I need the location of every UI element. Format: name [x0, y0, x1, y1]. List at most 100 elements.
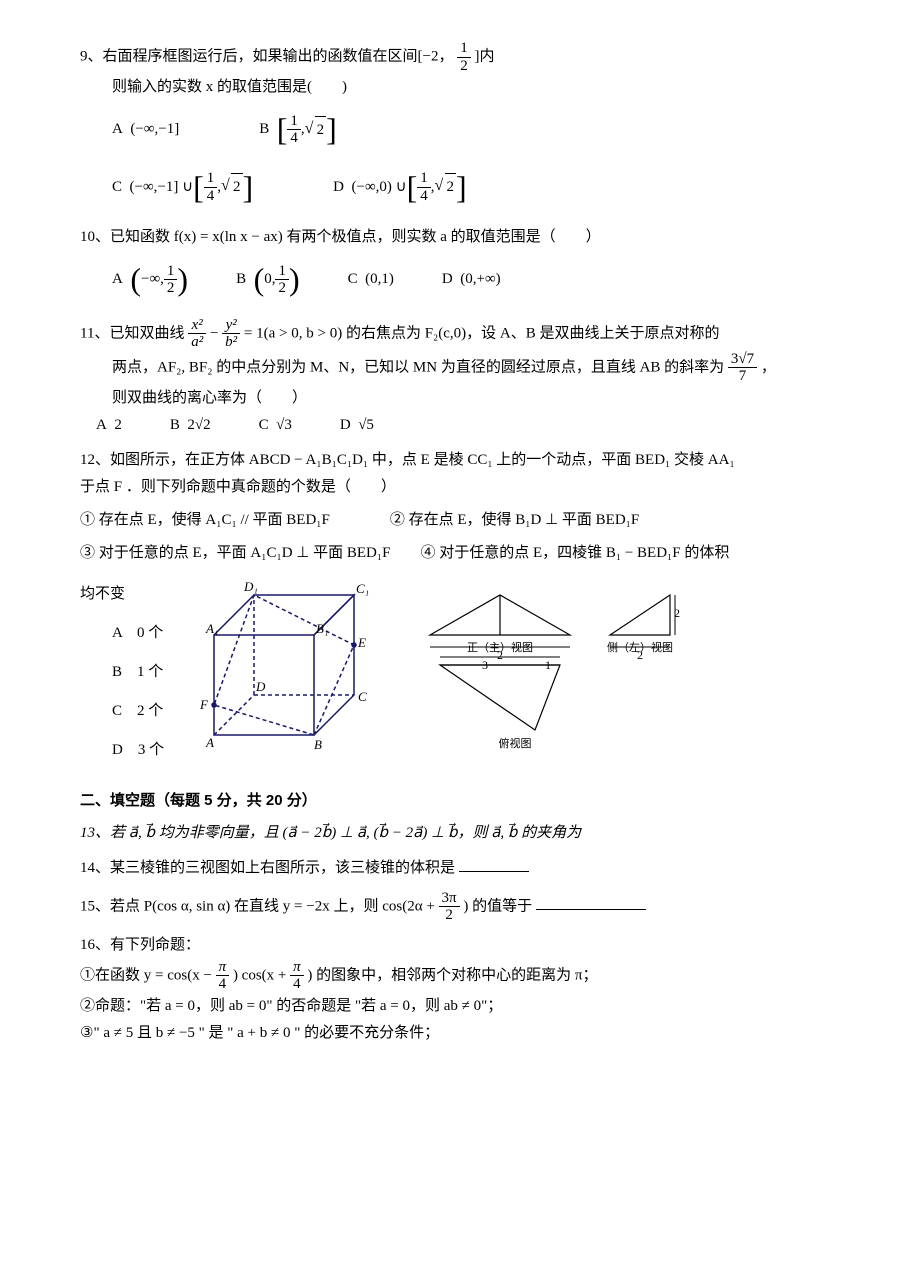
q9-option-a: A (−∞,−1] [112, 101, 179, 159]
frac-den: 4 [290, 976, 304, 993]
q12-left-options: 均不变 A 0 个 B 1 个 C 2 个 D 3 个 [80, 575, 164, 770]
q10-option-d: D (0,+∞) [442, 251, 501, 309]
q14-blank [459, 857, 529, 872]
label: A [96, 412, 107, 439]
q9-text1-end: ]内 [474, 48, 494, 64]
sqrt-icon: 2 [445, 173, 457, 201]
q12-statements-row1: ① 存在点 E，使得 A₁C₁ // 平面 BED₁F ② 存在点 E，使得 B… [80, 507, 850, 534]
frac-den: a² [188, 334, 206, 351]
frac-num: 3π [439, 890, 460, 908]
question-13: 13、若 a⃗, b⃗ 均为非零向量，且 (a⃗ − 2b⃗) ⊥ a⃗, (b… [80, 820, 850, 847]
q9-frac-num: 1 [457, 40, 471, 58]
q9-text1: 9、右面程序框图运行后，如果输出的函数值在区间[−2， [80, 48, 453, 64]
q10-optD-label: D [442, 266, 453, 293]
q11-frac1: x² a² [188, 317, 206, 351]
q11-line1: 11、已知双曲线 x² a² − y² b² = 1(a > 0, b > 0)… [80, 317, 850, 351]
q9-optC-pre: (−∞,−1] ∪ [130, 174, 194, 201]
label: B [170, 412, 180, 439]
q9-frac-den: 2 [457, 58, 471, 75]
bracket-right-icon: ] [456, 159, 467, 217]
q12-statements-row2: ③ 对于任意的点 E，平面 A₁C₁D ⊥ 平面 BED₁F ④ 对于任意的点 … [80, 540, 850, 567]
label-D1: D₁ [243, 579, 258, 594]
q11-pre: 11、已知双曲线 [80, 325, 184, 341]
top-view-label: 俯视图 [499, 736, 532, 750]
dim-top1: 3 [482, 658, 488, 672]
q16-s1: ①在函数 y = cos(x − π 4 ) cos(x + π 4 ) 的图象… [80, 959, 850, 993]
q9-stem-line1: 9、右面程序框图运行后，如果输出的函数值在区间[−2， 1 2 ]内 [80, 40, 850, 74]
question-10: 10、已知函数 f(x) = x(ln x − ax) 有两个极值点，则实数 a… [80, 224, 850, 309]
q11-option-a: A 2 [96, 412, 122, 439]
q11-option-b: B 2√2 [170, 412, 211, 439]
label-B: B [314, 737, 322, 752]
q11-line2: 两点，AF₂, BF₂ 的中点分别为 M、N，已知以 MN 为直径的圆经过原点，… [80, 351, 850, 385]
q10-optB-pre: 0, [264, 266, 275, 293]
label: C [259, 412, 269, 439]
frac-den: b² [222, 334, 240, 351]
frac-den: 2 [439, 907, 460, 924]
bracket-left-icon: [ [277, 101, 288, 159]
q9-optD-label: D [333, 174, 344, 201]
q14-stem: 14、某三棱锥的三视图如上右图所示，该三棱锥的体积是 [80, 860, 455, 876]
sqrt-icon: 2 [231, 173, 243, 201]
frac-num: 1 [287, 113, 301, 131]
q16-s1-frac2: π 4 [290, 959, 304, 993]
q11-post: = 1(a > 0, b > 0) 的右焦点为 F₂(c,0)，设 A、B 是双… [244, 325, 720, 341]
frac-den: 4 [204, 188, 218, 205]
frac-den: 4 [287, 130, 301, 147]
q16-s1-mid: ) cos(x + [233, 967, 286, 983]
question-12: 12、如图所示，在正方体 ABCD − A₁B₁C₁D₁ 中，点 E 是棱 CC… [80, 447, 850, 775]
frac-den: 4 [216, 976, 230, 993]
sqrt-val: 2 [445, 173, 457, 201]
bracket-left-icon: [ [193, 159, 204, 217]
q15-post: ) 的值等于 [463, 898, 532, 914]
paren-right-icon: ) [289, 251, 300, 309]
sqrt-val: 2 [231, 173, 243, 201]
dim-side: 2 [674, 606, 680, 620]
bracket-right-icon: ] [326, 101, 337, 159]
paren-left-icon: ( [130, 251, 141, 309]
q10-optB-label: B [236, 266, 246, 293]
label: D [340, 412, 351, 439]
label-A: A [205, 735, 214, 750]
q16-s1-frac1: π 4 [216, 959, 230, 993]
q10-optA-label: A [112, 266, 123, 293]
question-16: 16、有下列命题： ①在函数 y = cos(x − π 4 ) cos(x +… [80, 932, 850, 1047]
q9-optB-frac: 1 4 [287, 113, 301, 147]
q15-frac: 3π 2 [439, 890, 460, 924]
val: √5 [358, 412, 374, 439]
val: √3 [276, 412, 292, 439]
q12-stem1: 12、如图所示，在正方体 ABCD − A₁B₁C₁D₁ 中，点 E 是棱 CC… [80, 447, 850, 474]
frac-den: 2 [275, 280, 289, 297]
frac-num: 1 [164, 263, 178, 281]
q11-l2-end: ， [761, 359, 776, 375]
q16-s1-pre: ①在函数 y = cos(x − [80, 967, 212, 983]
bracket-left-icon: [ [407, 159, 418, 217]
q9-optA-text: (−∞,−1] [130, 116, 179, 143]
q11-slope-frac: 3√7 7 [728, 351, 757, 385]
question-14: 14、某三棱锥的三视图如上右图所示，该三棱锥的体积是 [80, 855, 850, 882]
q11-option-c: C √3 [259, 412, 292, 439]
q10-optD-text: (0,+∞) [460, 266, 500, 293]
q9-optC-frac: 1 4 [204, 170, 218, 204]
three-view-diagram-icon: 2 2 2 3 1 正（主）视图 侧（左）视图 俯视图 [420, 575, 680, 775]
frac-den: 7 [728, 368, 757, 385]
q15-blank [536, 895, 646, 910]
q10-optA-frac: 1 2 [164, 263, 178, 297]
q9-optA-label: A [112, 116, 123, 143]
question-11: 11、已知双曲线 x² a² − y² b² = 1(a > 0, b > 0)… [80, 317, 850, 439]
q10-optC-label: C [348, 266, 358, 293]
q9-optB-label: B [259, 116, 269, 143]
q10-optA-pre: −∞, [141, 266, 164, 293]
q10-option-b: B ( 0, 1 2 ) [236, 251, 300, 309]
q10-stem: 10、已知函数 f(x) = x(ln x − ax) 有两个极值点，则实数 a… [80, 224, 850, 251]
side-view-label: 侧（左）视图 [607, 640, 673, 654]
val: 2√2 [187, 412, 210, 439]
label-D: D [255, 679, 266, 694]
section-2-header: 二、填空题（每题 5 分，共 20 分） [80, 787, 850, 814]
label-F: F [199, 697, 209, 712]
frac-num: x² [188, 317, 206, 335]
q11-option-d: D √5 [340, 412, 374, 439]
q11-line3: 则双曲线的离心率为（ ） [80, 385, 850, 412]
frac-num: π [216, 959, 230, 977]
sqrt-icon: 2 [315, 116, 327, 144]
